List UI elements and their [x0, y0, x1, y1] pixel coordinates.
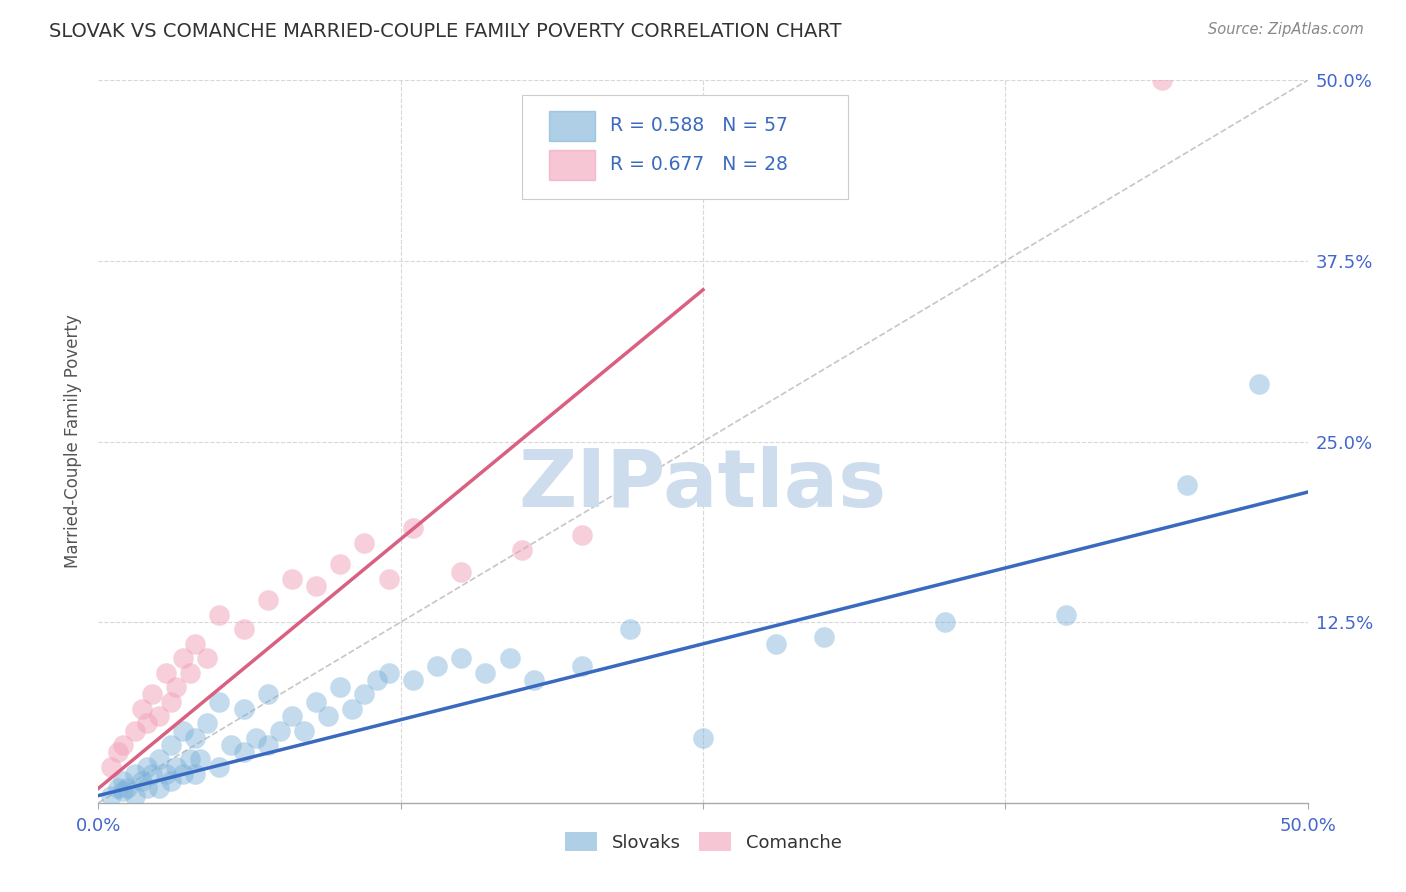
Point	[934, 615, 956, 630]
Point	[329, 558, 352, 572]
Point	[172, 651, 194, 665]
Point	[232, 745, 254, 759]
Point	[353, 535, 375, 549]
Point	[232, 702, 254, 716]
FancyBboxPatch shape	[522, 95, 848, 200]
Text: SLOVAK VS COMANCHE MARRIED-COUPLE FAMILY POVERTY CORRELATION CHART: SLOVAK VS COMANCHE MARRIED-COUPLE FAMILY…	[49, 22, 842, 41]
Point	[100, 789, 122, 803]
Point	[256, 738, 278, 752]
Point	[1054, 607, 1077, 622]
Point	[165, 680, 187, 694]
Point	[813, 630, 835, 644]
Point	[498, 651, 520, 665]
Point	[160, 695, 183, 709]
Point	[510, 542, 533, 557]
Point	[107, 781, 129, 796]
Point	[124, 767, 146, 781]
Point	[305, 695, 328, 709]
Point	[426, 658, 449, 673]
Legend: Slovaks, Comanche: Slovaks, Comanche	[557, 825, 849, 859]
Text: Source: ZipAtlas.com: Source: ZipAtlas.com	[1208, 22, 1364, 37]
Point	[450, 565, 472, 579]
Point	[184, 731, 207, 745]
Point	[165, 760, 187, 774]
Point	[281, 572, 304, 586]
Point	[131, 774, 153, 789]
Point	[245, 731, 267, 745]
Point	[474, 665, 496, 680]
Point	[342, 702, 364, 716]
Point	[135, 760, 157, 774]
Point	[155, 767, 177, 781]
Point	[619, 623, 641, 637]
Point	[179, 752, 201, 766]
Point	[141, 687, 163, 701]
Point	[131, 702, 153, 716]
Point	[377, 665, 399, 680]
Point	[571, 658, 593, 673]
Point	[184, 637, 207, 651]
FancyBboxPatch shape	[550, 150, 595, 180]
Point	[402, 673, 425, 687]
Point	[208, 760, 231, 774]
Point	[111, 738, 134, 752]
Point	[117, 781, 139, 796]
Point	[329, 680, 352, 694]
Point	[160, 738, 183, 752]
Point	[1249, 376, 1271, 391]
Point	[571, 528, 593, 542]
FancyBboxPatch shape	[550, 111, 595, 141]
Point	[100, 760, 122, 774]
Point	[450, 651, 472, 665]
Point	[184, 767, 207, 781]
Point	[172, 723, 194, 738]
Point	[281, 709, 304, 723]
Point	[208, 607, 231, 622]
Point	[135, 781, 157, 796]
Point	[377, 572, 399, 586]
Point	[107, 745, 129, 759]
Point	[179, 665, 201, 680]
Point	[172, 767, 194, 781]
Point	[155, 665, 177, 680]
Point	[141, 767, 163, 781]
Point	[188, 752, 211, 766]
Text: ZIPatlas: ZIPatlas	[519, 446, 887, 524]
Point	[256, 593, 278, 607]
Point	[353, 687, 375, 701]
Point	[402, 521, 425, 535]
Point	[316, 709, 339, 723]
Point	[111, 774, 134, 789]
Point	[160, 774, 183, 789]
Point	[366, 673, 388, 687]
Point	[765, 637, 787, 651]
Point	[232, 623, 254, 637]
Point	[269, 723, 291, 738]
Text: R = 0.588   N = 57: R = 0.588 N = 57	[610, 116, 787, 136]
Point	[305, 579, 328, 593]
Point	[135, 716, 157, 731]
Point	[195, 651, 218, 665]
Point	[1152, 73, 1174, 87]
Point	[148, 752, 170, 766]
Y-axis label: Married-Couple Family Poverty: Married-Couple Family Poverty	[65, 315, 83, 568]
Point	[523, 673, 546, 687]
Point	[208, 695, 231, 709]
Point	[1175, 478, 1198, 492]
Point	[195, 716, 218, 731]
Point	[292, 723, 315, 738]
Point	[221, 738, 243, 752]
Point	[692, 731, 714, 745]
Point	[148, 709, 170, 723]
Point	[124, 789, 146, 803]
Text: R = 0.677   N = 28: R = 0.677 N = 28	[610, 155, 787, 174]
Point	[124, 723, 146, 738]
Point	[111, 784, 134, 798]
Point	[148, 781, 170, 796]
Point	[256, 687, 278, 701]
